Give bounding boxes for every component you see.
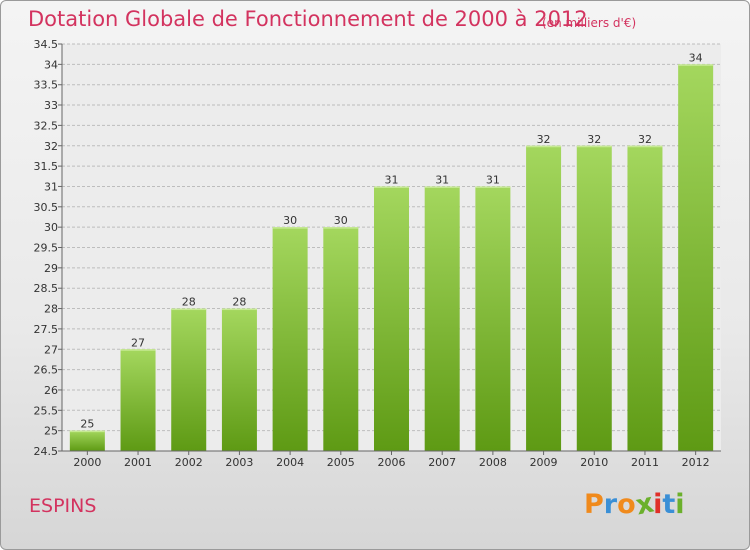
x-tick-label: 2002 <box>175 456 203 469</box>
y-tick-label: 25.5 <box>34 404 59 417</box>
y-tick-label: 33 <box>44 99 58 112</box>
y-tick-label: 29 <box>44 262 58 275</box>
y-tick-label: 32 <box>44 140 58 153</box>
bar-highlight <box>374 186 409 188</box>
x-tick-label: 2003 <box>225 456 253 469</box>
data-labels: 25 27 28 28 30 30 31 31 31 32 32 32 34 <box>80 51 702 430</box>
logo-letter: i <box>675 489 685 520</box>
proxiti-logo: Proxiti <box>584 488 685 522</box>
bar-highlight <box>323 227 359 229</box>
y-tick-label: 34 <box>44 58 58 71</box>
data-label: 31 <box>435 173 449 186</box>
x-tick-label: 2004 <box>276 456 304 469</box>
bar <box>576 145 612 451</box>
chart-subtitle: (en milliers d'€) <box>542 16 637 30</box>
bar-highlight <box>120 349 156 351</box>
data-label: 31 <box>486 173 500 186</box>
data-label: 32 <box>537 133 551 146</box>
bar <box>120 349 156 451</box>
x-tick-label: 2010 <box>580 456 608 469</box>
bar <box>272 227 308 451</box>
bar <box>526 145 562 451</box>
bar <box>424 186 460 451</box>
x-tick-label: 2001 <box>124 456 152 469</box>
y-tick-label: 27 <box>44 343 58 356</box>
place-name: ESPINS <box>29 495 97 517</box>
data-label: 28 <box>232 296 246 309</box>
data-label: 30 <box>283 214 297 227</box>
x-tick-label: 2012 <box>682 456 710 469</box>
bar <box>171 308 207 451</box>
data-label: 32 <box>587 133 601 146</box>
logo-letter: o <box>617 489 636 520</box>
bar <box>69 430 105 451</box>
y-tick-label: 24.5 <box>34 445 59 458</box>
logo-letter: r <box>603 489 618 520</box>
y-tick-label: 26.5 <box>34 364 59 377</box>
x-tick-label: 2000 <box>73 456 101 469</box>
bar-highlight <box>424 186 460 188</box>
bar-highlight <box>69 430 105 433</box>
bar <box>475 186 511 451</box>
x-tick-label: 2005 <box>327 456 355 469</box>
data-label: 28 <box>182 296 196 309</box>
axes <box>61 44 721 452</box>
data-label: 32 <box>638 133 652 146</box>
logo-letter: i <box>653 489 663 520</box>
logo-letter: t <box>662 489 676 520</box>
bar <box>221 308 257 451</box>
y-tick-label: 25 <box>44 425 58 438</box>
y-tick-label: 28 <box>44 303 58 316</box>
bar-highlight <box>678 64 714 66</box>
y-tick-label: 31.5 <box>34 160 59 173</box>
y-tick-label: 30.5 <box>34 201 59 214</box>
y-tick-label: 27.5 <box>34 323 59 336</box>
y-tick-label: 31 <box>44 180 58 193</box>
bar-highlight <box>171 308 207 311</box>
x-tick-label: 2011 <box>631 456 659 469</box>
y-tick-label: 33.5 <box>34 79 59 92</box>
bar <box>374 186 409 451</box>
data-label: 31 <box>385 173 399 186</box>
bar-highlight <box>627 145 663 148</box>
bar <box>323 227 359 451</box>
bar <box>678 64 714 451</box>
y-tick-label: 30 <box>44 221 58 234</box>
bar <box>627 145 663 451</box>
chart-title: Dotation Globale de Fonctionnement de 20… <box>28 7 588 31</box>
x-axis-ticks: 2000 2001 2002 2003 2004 2005 2006 2007 2008 2009… <box>73 451 710 469</box>
y-tick-label: 29.5 <box>34 242 59 255</box>
bar-highlight <box>272 227 308 229</box>
y-tick-label: 28.5 <box>34 282 59 295</box>
data-label: 27 <box>131 336 145 349</box>
x-tick-label: 2007 <box>428 456 456 469</box>
bar-highlight <box>526 145 562 148</box>
y-axis-ticks: 24.5 25 25.5 26 26.5 27 27.5 28 28.5 29 29.5 30 30.5… <box>34 38 62 458</box>
bar-highlight <box>475 186 511 188</box>
data-label: 30 <box>334 214 348 227</box>
y-tick-label: 34.5 <box>34 38 59 51</box>
x-tick-label: 2008 <box>479 456 507 469</box>
logo-letter: P <box>584 489 604 520</box>
y-tick-label: 26 <box>44 384 58 397</box>
y-tick-label: 32.5 <box>34 119 59 132</box>
bar-highlight <box>576 145 612 148</box>
data-label: 34 <box>689 51 703 64</box>
bar-highlight <box>221 308 257 311</box>
x-tick-label: 2006 <box>378 456 406 469</box>
x-tick-label: 2009 <box>530 456 558 469</box>
data-label: 25 <box>80 418 94 431</box>
bars <box>69 64 714 451</box>
